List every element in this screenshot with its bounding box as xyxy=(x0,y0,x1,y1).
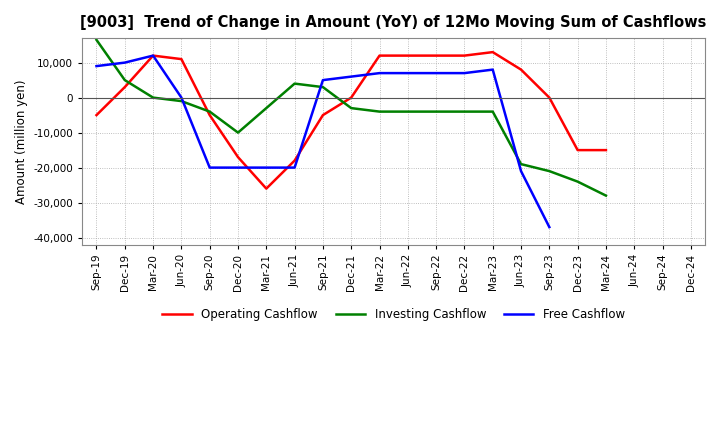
Free Cashflow xyxy=(177,95,186,100)
Free Cashflow xyxy=(318,77,327,83)
Free Cashflow xyxy=(120,60,129,65)
Free Cashflow xyxy=(432,70,441,76)
Operating Cashflow xyxy=(120,84,129,90)
Legend: Operating Cashflow, Investing Cashflow, Free Cashflow: Operating Cashflow, Investing Cashflow, … xyxy=(158,303,629,326)
Investing Cashflow xyxy=(573,179,582,184)
Line: Free Cashflow: Free Cashflow xyxy=(96,55,549,227)
Operating Cashflow xyxy=(545,95,554,100)
Free Cashflow xyxy=(262,165,271,170)
Free Cashflow xyxy=(205,165,214,170)
Operating Cashflow xyxy=(177,56,186,62)
Operating Cashflow xyxy=(205,113,214,118)
Free Cashflow xyxy=(517,169,526,174)
Operating Cashflow xyxy=(234,154,243,160)
Line: Operating Cashflow: Operating Cashflow xyxy=(96,52,606,189)
Operating Cashflow xyxy=(318,113,327,118)
Investing Cashflow xyxy=(517,161,526,167)
Investing Cashflow xyxy=(318,84,327,90)
Free Cashflow xyxy=(234,165,243,170)
Operating Cashflow xyxy=(573,147,582,153)
Free Cashflow xyxy=(149,53,158,58)
Operating Cashflow xyxy=(460,53,469,58)
Operating Cashflow xyxy=(92,113,101,118)
Investing Cashflow xyxy=(432,109,441,114)
Investing Cashflow xyxy=(403,109,412,114)
Investing Cashflow xyxy=(120,77,129,83)
Title: [9003]  Trend of Change in Amount (YoY) of 12Mo Moving Sum of Cashflows: [9003] Trend of Change in Amount (YoY) o… xyxy=(81,15,707,30)
Investing Cashflow xyxy=(262,106,271,111)
Investing Cashflow xyxy=(92,37,101,43)
Free Cashflow xyxy=(290,165,299,170)
Investing Cashflow xyxy=(234,130,243,135)
Operating Cashflow xyxy=(432,53,441,58)
Y-axis label: Amount (million yen): Amount (million yen) xyxy=(15,79,28,204)
Investing Cashflow xyxy=(488,109,497,114)
Operating Cashflow xyxy=(262,186,271,191)
Free Cashflow xyxy=(460,70,469,76)
Investing Cashflow xyxy=(375,109,384,114)
Operating Cashflow xyxy=(517,67,526,72)
Investing Cashflow xyxy=(205,109,214,114)
Operating Cashflow xyxy=(347,95,356,100)
Free Cashflow xyxy=(403,70,412,76)
Operating Cashflow xyxy=(290,158,299,163)
Investing Cashflow xyxy=(290,81,299,86)
Operating Cashflow xyxy=(602,147,611,153)
Operating Cashflow xyxy=(149,53,158,58)
Investing Cashflow xyxy=(347,106,356,111)
Investing Cashflow xyxy=(149,95,158,100)
Operating Cashflow xyxy=(375,53,384,58)
Investing Cashflow xyxy=(460,109,469,114)
Free Cashflow xyxy=(92,63,101,69)
Investing Cashflow xyxy=(177,99,186,104)
Operating Cashflow xyxy=(488,49,497,55)
Free Cashflow xyxy=(488,67,497,72)
Free Cashflow xyxy=(347,74,356,79)
Free Cashflow xyxy=(545,224,554,230)
Line: Investing Cashflow: Investing Cashflow xyxy=(96,40,606,196)
Investing Cashflow xyxy=(545,169,554,174)
Investing Cashflow xyxy=(602,193,611,198)
Operating Cashflow xyxy=(403,53,412,58)
Free Cashflow xyxy=(375,70,384,76)
